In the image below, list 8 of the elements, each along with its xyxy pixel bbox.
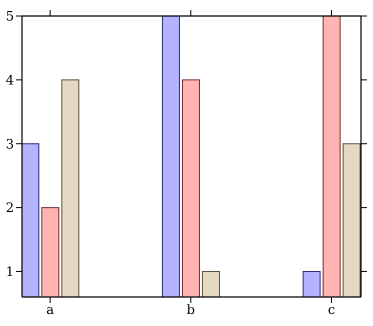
x-tick-label: a xyxy=(46,303,54,318)
y-tick-label: 5 xyxy=(6,10,14,25)
x-tick-label: c xyxy=(328,303,336,318)
y-tick-label: 2 xyxy=(6,201,14,216)
y-tick-label: 3 xyxy=(6,137,14,152)
y-tick-label: 1 xyxy=(6,265,14,280)
y-tick-label: 4 xyxy=(6,73,14,88)
x-tick-label: b xyxy=(186,303,195,318)
